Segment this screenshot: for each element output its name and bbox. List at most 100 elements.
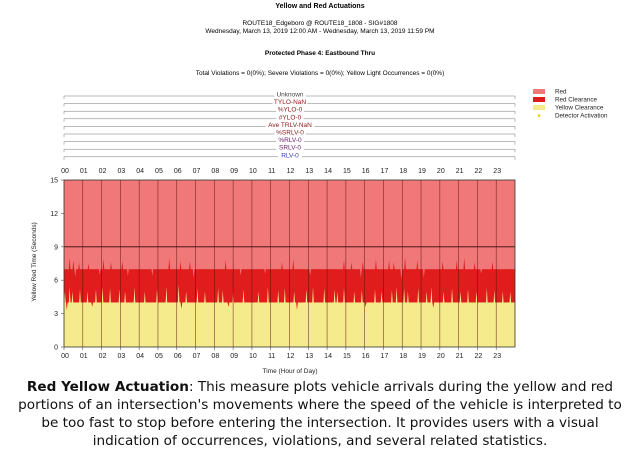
violation-stats: Total Violations = 0(0%); Severe Violati… bbox=[195, 70, 445, 77]
red-dip bbox=[309, 269, 312, 276]
x-tick-label-top: 19 bbox=[418, 168, 426, 175]
x-tick-label-top: 06 bbox=[174, 168, 182, 175]
stat-label-bg bbox=[276, 113, 304, 121]
red-clearance-peak bbox=[292, 259, 295, 271]
x-tick-label-bottom: 10 bbox=[249, 353, 257, 360]
x-tick-label-bottom: 19 bbox=[418, 353, 426, 360]
yellow-clearance-peak bbox=[101, 286, 104, 304]
yellow-clearance-peak bbox=[95, 289, 97, 304]
red-dip bbox=[239, 269, 242, 276]
x-tick-label-top: 16 bbox=[362, 168, 370, 175]
yellow-clearance-peak bbox=[267, 286, 269, 304]
red-clearance-peak bbox=[441, 261, 444, 271]
x-tick-label-top: 17 bbox=[381, 168, 389, 175]
yellow-clearance-peak bbox=[407, 291, 409, 304]
caption-bold: Red Yellow Actuation bbox=[26, 379, 189, 395]
stat-label-bg bbox=[272, 98, 308, 106]
yellow-clearance-peak bbox=[361, 290, 363, 304]
red-dip bbox=[74, 269, 77, 277]
yellow-clearance-peak bbox=[64, 291, 66, 304]
legend-swatch-dot bbox=[537, 114, 541, 117]
red-clearance-peak bbox=[473, 262, 476, 271]
yellow-clearance-peak bbox=[403, 287, 405, 304]
yellow-clearance-peak bbox=[451, 287, 453, 304]
yellow-clearance-peak bbox=[374, 289, 376, 304]
yellow-clearance-peak bbox=[79, 289, 81, 304]
yellow-clearance-peak bbox=[68, 286, 71, 304]
yellow-clearance-peak bbox=[293, 291, 296, 304]
stat-label-bg bbox=[274, 129, 306, 136]
yellow-clearance-peak bbox=[323, 287, 326, 304]
red-clearance-peak bbox=[224, 260, 227, 271]
red-clearance-peak bbox=[392, 262, 395, 271]
x-tick-label-top: 15 bbox=[343, 168, 351, 175]
stat-label-bg bbox=[276, 136, 304, 144]
x-tick-label-bottom: 06 bbox=[174, 353, 182, 360]
yellow-clearance-peak bbox=[501, 291, 504, 304]
red-clearance-peak bbox=[350, 262, 353, 271]
legend-label: Detector Activation bbox=[555, 113, 608, 120]
yellow-clearance-peak bbox=[333, 289, 336, 304]
x-tick-label-bottom: 21 bbox=[456, 353, 464, 360]
y-axis-label: Yellow Red Time (Seconds) bbox=[31, 222, 38, 302]
chart-title: Yellow and Red Actuations bbox=[275, 3, 365, 10]
red-clearance-dip bbox=[91, 302, 94, 307]
red-clearance-peak bbox=[78, 262, 80, 271]
red-clearance-peak bbox=[110, 262, 112, 271]
stat-label: RLV-0 bbox=[281, 152, 299, 159]
x-tick-label-top: 21 bbox=[456, 168, 464, 175]
yellow-clearance-peak bbox=[109, 287, 111, 304]
red-dip bbox=[360, 269, 362, 278]
yellow-clearance-peak bbox=[425, 291, 428, 304]
x-tick-label-top: 04 bbox=[136, 168, 144, 175]
stat-label-bg bbox=[265, 121, 315, 129]
yellow-clearance-peak bbox=[336, 291, 339, 304]
yellow-clearance-peak bbox=[380, 291, 383, 304]
red-clearance-peak bbox=[375, 259, 377, 271]
red-clearance-peak bbox=[361, 261, 364, 271]
red-clearance-dip bbox=[432, 302, 435, 309]
red-dip bbox=[98, 269, 101, 275]
yellow-clearance-peak bbox=[185, 291, 187, 304]
red-clearance-peak bbox=[491, 261, 494, 271]
yellow-clearance-peak bbox=[257, 291, 260, 304]
y-tick-label: 6 bbox=[54, 278, 58, 285]
x-tick-label-bottom: 01 bbox=[80, 353, 88, 360]
x-tick-label-top: 23 bbox=[493, 168, 501, 175]
y-tick-label: 9 bbox=[54, 244, 58, 251]
yellow-clearance-peak bbox=[312, 286, 314, 304]
yellow-clearance-peak bbox=[156, 289, 158, 304]
yellow-clearance-peak bbox=[305, 289, 308, 304]
x-tick-label-bottom: 13 bbox=[305, 353, 313, 360]
red-dip bbox=[400, 269, 403, 281]
yellow-clearance-peak bbox=[277, 290, 280, 304]
x-tick-label-bottom: 09 bbox=[230, 353, 238, 360]
legend-swatch bbox=[533, 97, 545, 102]
yellow-clearance-peak bbox=[417, 287, 420, 304]
yellow-clearance-peak bbox=[430, 286, 433, 304]
location-subtitle: ROUTE18_Edgeboro @ ROUTE18_1808 - SIG#18… bbox=[242, 20, 398, 27]
stat-label: %SRLV-0 bbox=[276, 130, 304, 137]
x-axis-label: Time (Hour of Day) bbox=[262, 368, 317, 375]
yellow-clearance-peak bbox=[467, 289, 469, 304]
legend-label: Yellow Clearance bbox=[555, 105, 604, 112]
yellow-clearance-peak bbox=[475, 291, 478, 304]
x-tick-label-bottom: 00 bbox=[61, 353, 69, 360]
legend-swatch bbox=[533, 89, 545, 94]
red-clearance-peak bbox=[102, 259, 105, 271]
red-dip bbox=[192, 269, 195, 278]
stat-label: TYLO-NaN bbox=[274, 99, 306, 106]
red-clearance-dip bbox=[364, 302, 367, 307]
x-tick-label-top: 02 bbox=[99, 168, 107, 175]
x-tick-label-top: 03 bbox=[117, 168, 125, 175]
red-clearance-peak bbox=[404, 256, 406, 271]
x-tick-label-top: 07 bbox=[193, 168, 201, 175]
yellow-clearance-peak bbox=[353, 291, 356, 304]
red-clearance-peak bbox=[281, 262, 283, 271]
red-clearance-peak bbox=[121, 261, 124, 271]
red-dip bbox=[151, 269, 154, 276]
yellow-clearance-peak bbox=[459, 291, 462, 304]
red-clearance-peak bbox=[463, 257, 466, 271]
